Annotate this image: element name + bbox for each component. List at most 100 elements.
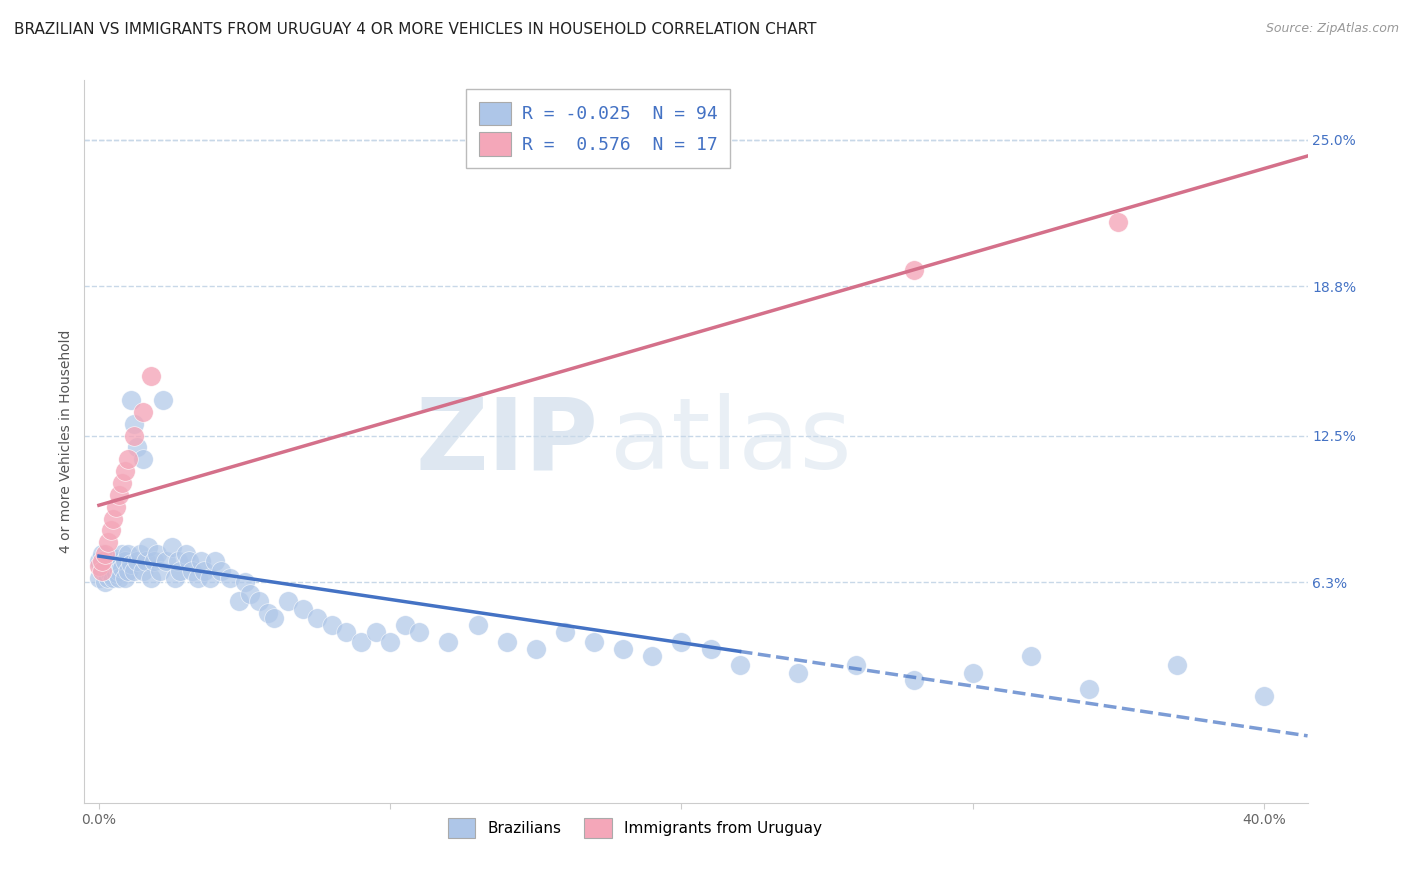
Point — [90, 547, 112, 561]
Point — [87, 571, 110, 585]
Point — [190, 554, 212, 568]
Point — [181, 564, 204, 578]
Point — [163, 571, 186, 585]
Point — [103, 571, 125, 585]
Point — [97, 554, 120, 568]
Point — [87, 558, 110, 573]
Point — [114, 554, 136, 568]
Point — [114, 571, 136, 585]
Point — [228, 594, 250, 608]
Point — [108, 488, 131, 502]
Point — [209, 564, 232, 578]
Point — [97, 571, 120, 585]
Point — [103, 554, 125, 568]
Point — [277, 594, 299, 608]
Point — [1253, 689, 1275, 703]
Point — [90, 564, 112, 578]
Point — [93, 558, 115, 573]
Point — [962, 665, 984, 680]
Text: ZIP: ZIP — [415, 393, 598, 490]
Point — [149, 564, 172, 578]
Point — [131, 564, 153, 578]
Point — [1078, 682, 1101, 697]
Point — [263, 611, 285, 625]
Point — [641, 648, 664, 663]
Text: BRAZILIAN VS IMMIGRANTS FROM URUGUAY 4 OR MORE VEHICLES IN HOUSEHOLD CORRELATION: BRAZILIAN VS IMMIGRANTS FROM URUGUAY 4 O… — [14, 22, 817, 37]
Point — [108, 554, 131, 568]
Point — [583, 634, 606, 648]
Point — [93, 547, 115, 561]
Point — [117, 564, 139, 578]
Point — [179, 554, 201, 568]
Point — [903, 262, 925, 277]
Point — [125, 554, 148, 568]
Point — [524, 641, 547, 656]
Point — [291, 601, 314, 615]
Point — [152, 393, 174, 408]
Point — [233, 575, 256, 590]
Point — [364, 625, 387, 640]
Point — [100, 561, 122, 575]
Point — [90, 564, 112, 578]
Point — [100, 524, 122, 538]
Point — [155, 554, 177, 568]
Point — [100, 551, 122, 566]
Point — [219, 571, 242, 585]
Point — [138, 540, 160, 554]
Point — [239, 587, 262, 601]
Point — [108, 564, 131, 578]
Point — [554, 625, 576, 640]
Point — [380, 634, 402, 648]
Point — [131, 452, 153, 467]
Point — [87, 554, 110, 568]
Point — [193, 564, 215, 578]
Point — [204, 554, 226, 568]
Point — [350, 634, 373, 648]
Point — [135, 554, 157, 568]
Point — [97, 535, 120, 549]
Point — [120, 557, 142, 571]
Point — [108, 571, 131, 585]
Point — [103, 564, 125, 578]
Point — [787, 665, 810, 680]
Y-axis label: 4 or more Vehicles in Household: 4 or more Vehicles in Household — [59, 330, 73, 553]
Point — [612, 641, 634, 656]
Point — [495, 634, 517, 648]
Point — [166, 554, 188, 568]
Point — [728, 658, 751, 673]
Point — [122, 417, 145, 431]
Point — [114, 464, 136, 478]
Point — [125, 441, 148, 455]
Point — [247, 594, 270, 608]
Point — [671, 634, 693, 648]
Point — [120, 393, 142, 408]
Point — [122, 564, 145, 578]
Point — [146, 547, 169, 561]
Point — [105, 558, 128, 573]
Point — [160, 540, 183, 554]
Point — [93, 557, 115, 571]
Point — [1019, 648, 1042, 663]
Point — [111, 547, 134, 561]
Point — [141, 571, 163, 585]
Point — [307, 611, 329, 625]
Point — [90, 554, 112, 568]
Point — [198, 571, 221, 585]
Point — [903, 673, 925, 687]
Point — [105, 551, 128, 566]
Text: Source: ZipAtlas.com: Source: ZipAtlas.com — [1265, 22, 1399, 36]
Point — [699, 641, 721, 656]
Point — [105, 566, 128, 580]
Point — [143, 554, 166, 568]
Point — [174, 547, 197, 561]
Point — [169, 564, 191, 578]
Point — [187, 571, 209, 585]
Point — [111, 475, 134, 490]
Point — [1107, 215, 1129, 229]
Text: atlas: atlas — [610, 393, 852, 490]
Point — [97, 564, 120, 578]
Point — [335, 625, 357, 640]
Point — [437, 634, 460, 648]
Point — [117, 452, 139, 467]
Point — [1166, 658, 1188, 673]
